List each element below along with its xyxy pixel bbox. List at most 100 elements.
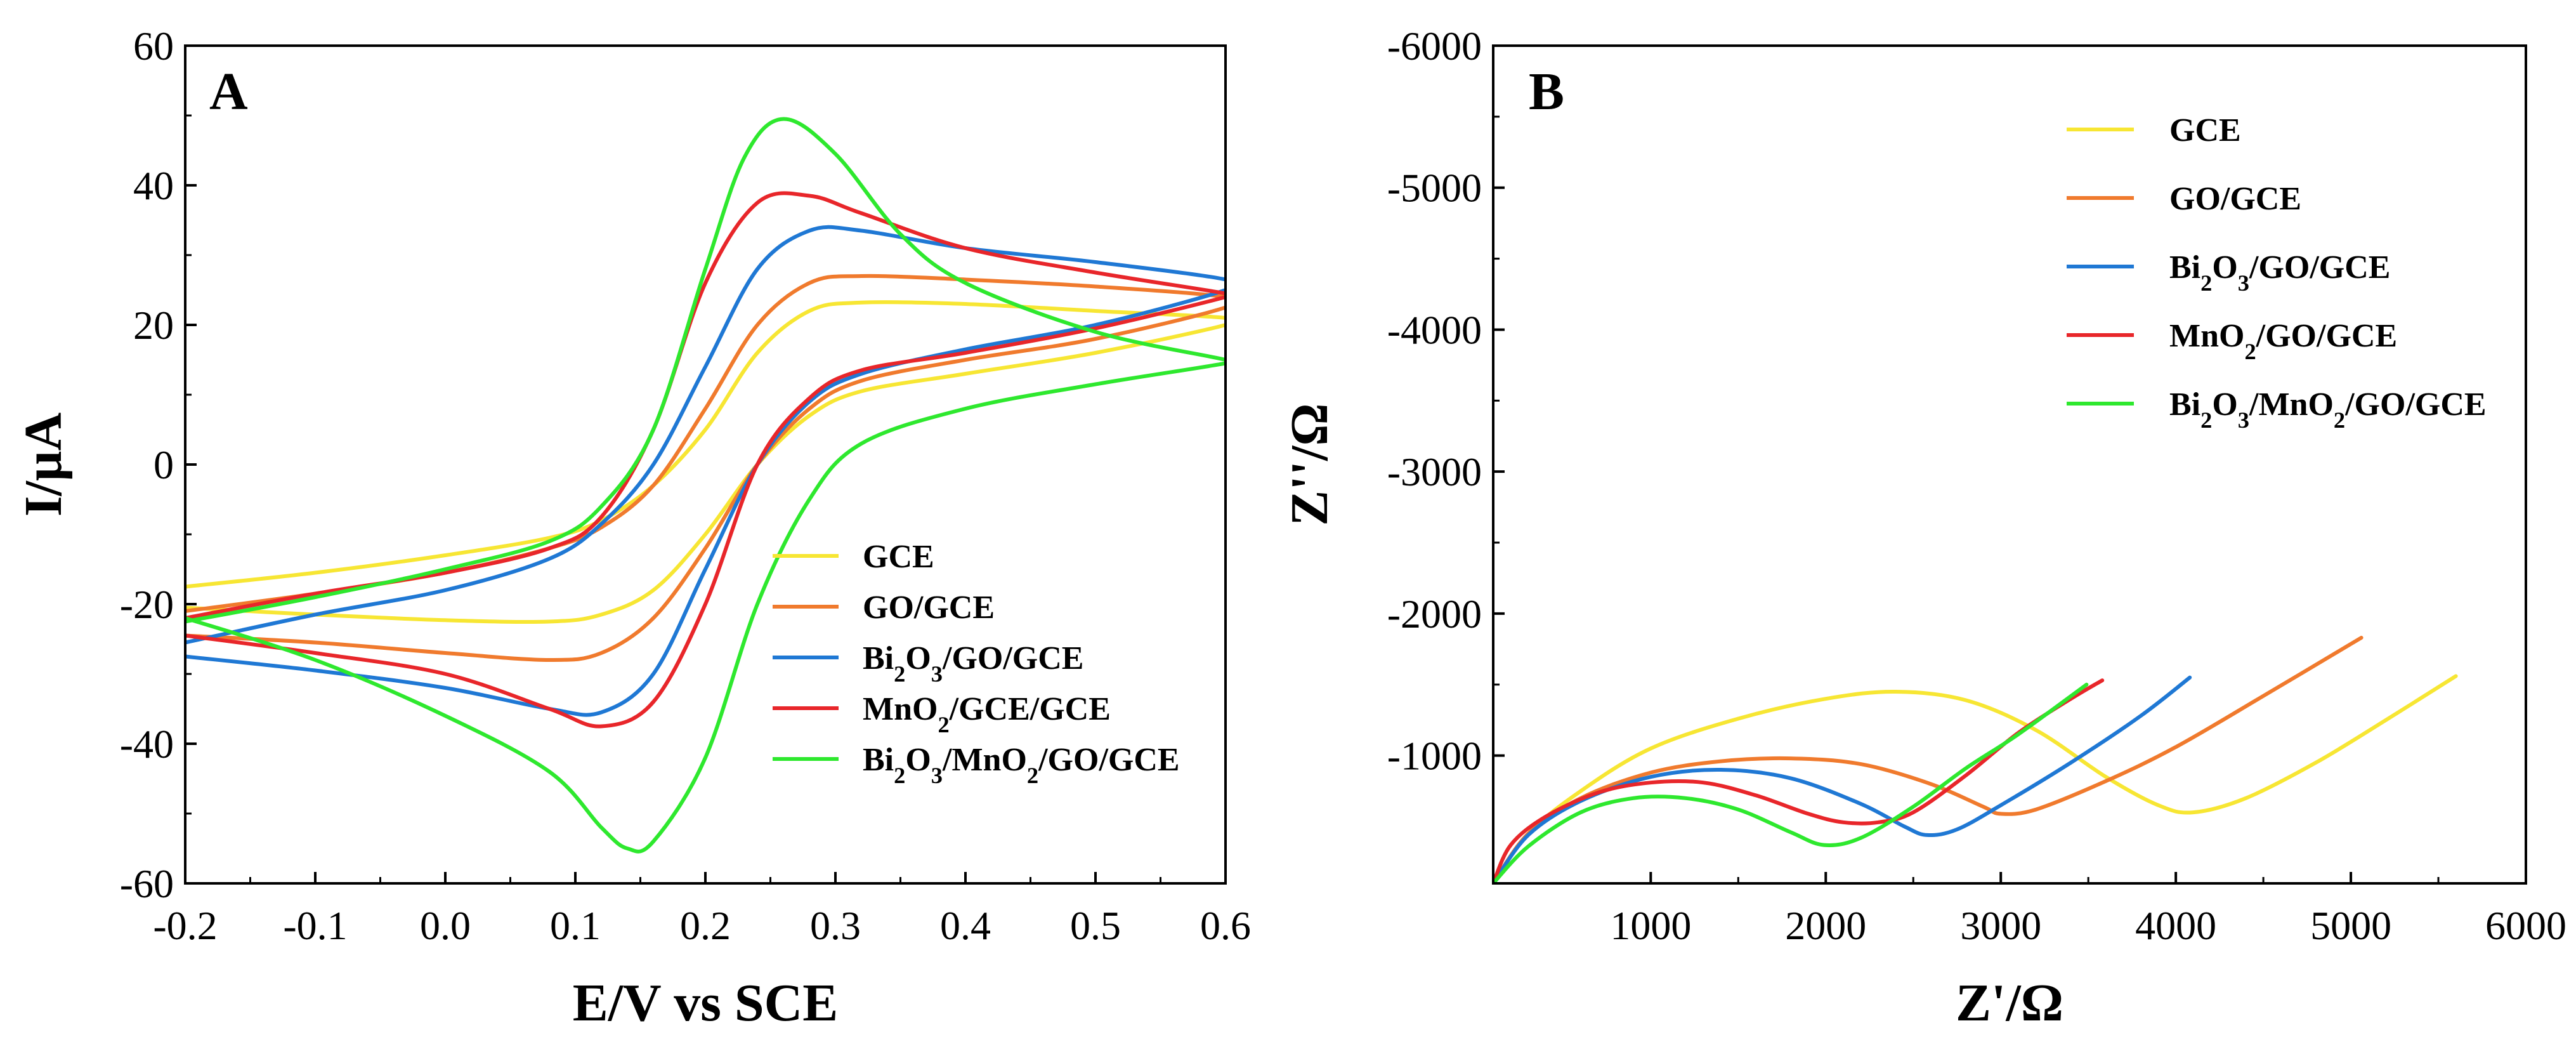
panel-a-legend-label-part-0: GCE — [863, 539, 934, 575]
panel-b-legend-label-part-0: MnO — [2169, 318, 2244, 354]
panel-a-x-tick-label: -0.2 — [153, 903, 217, 948]
panel-a-legend-label: Bi2O3/MnO2/GO/GCE — [863, 742, 1180, 788]
panel-b-x-tick-label: 1000 — [1610, 903, 1691, 948]
panel-b-legend-item-gce: GCE — [2067, 112, 2241, 148]
panel-b-y-tick-label: -5000 — [1387, 166, 1482, 211]
panel-b-y-tick-label: -2000 — [1387, 591, 1482, 636]
panel-b-series-group — [1493, 635, 2458, 883]
panel-a-legend-item-bi2o3-mno2-go-gce: Bi2O3/MnO2/GO/GCE — [773, 742, 1180, 788]
panel-b: 1000 2000 3000 4000 5000 6000 -1000 -2000 -3000 -… — [1280, 23, 2566, 1032]
panel-a-series-go-gce — [185, 274, 1226, 662]
panel-b-legend-label-part-0: GO/GCE — [2169, 181, 2301, 217]
panel-b-plot-frame — [1492, 44, 2527, 885]
panel-b-legend-label: Bi2O3/GO/GCE — [2169, 249, 2390, 296]
panel-a-legend-label: MnO2/GCE/GCE — [863, 691, 1111, 737]
panel-a-x-tick-label: 0.4 — [940, 903, 991, 948]
panel-a-legend-label-part-2: /GCE/GCE — [949, 691, 1111, 727]
panel-a-series-gce — [185, 300, 1226, 624]
panel-a-legend-label-part-0: Bi — [863, 742, 894, 778]
panel-a-legend-label-part-0: MnO — [863, 691, 938, 727]
panel-a-series-group — [185, 117, 1226, 854]
panel-a-legend-label: GO/GCE — [863, 590, 995, 626]
panel-b-legend-label-part-1: 2 — [2200, 270, 2212, 296]
panel-b-legend-item-bi2o3-go-gce: Bi2O3/GO/GCE — [2067, 249, 2390, 296]
panel-a-x-tick-label: 0.6 — [1200, 903, 1251, 948]
panel-a-x-tick-label: 0.5 — [1070, 903, 1121, 948]
panel-b-x-tick-label: 5000 — [2310, 903, 2391, 948]
panel-b-legend-label-part-4: /GO/GCE — [2249, 249, 2390, 286]
panel-b-y-tick-label: -6000 — [1387, 23, 1482, 69]
panel-a-legend-label-part-3: 3 — [931, 763, 943, 788]
panel-a-legend-item-mno2-gce-gce: MnO2/GCE/GCE — [773, 691, 1111, 737]
panel-b-legend-label-part-3: 3 — [2238, 270, 2249, 296]
panel-b-x-tick-label: 3000 — [1960, 903, 2041, 948]
panel-b-legend-label-part-0: Bi — [2169, 249, 2200, 286]
panel-b-legend-label-part-2: /GO/GCE — [2256, 318, 2397, 354]
panel-b-x-axis-title: Z'/Ω — [1956, 973, 2063, 1032]
panel-b-legend-label: GO/GCE — [2169, 181, 2301, 217]
panel-a-y-tick-label: 60 — [133, 23, 174, 69]
panel-a-legend-label-part-3: 3 — [931, 661, 943, 687]
panel-b-legend-label-part-5: 2 — [2334, 407, 2345, 433]
panel-b-y-tick-label: -1000 — [1387, 734, 1482, 779]
panel-b-x-tick-label: 4000 — [2135, 903, 2216, 948]
panel-b-series-go-gce — [1493, 635, 2364, 883]
panel-b-legend: GCEGO/GCEBi2O3/GO/GCEMnO2/GO/GCEBi2O3/Mn… — [2067, 112, 2487, 433]
panel-b-legend-label-part-0: Bi — [2169, 386, 2200, 423]
panel-a-legend-label: Bi2O3/GO/GCE — [863, 640, 1083, 687]
panel-a-legend-label-part-1: 2 — [938, 712, 949, 737]
panel-a-legend-label-part-2: O — [905, 640, 931, 676]
panel-a-y-tick-label: -40 — [120, 722, 174, 767]
panel-b-series-bi2o3-mno2-go-gce — [1493, 682, 2089, 883]
panel-b-y-tick-label: -4000 — [1387, 307, 1482, 352]
panel-b-legend-label-part-3: 3 — [2238, 407, 2249, 433]
panel-a-series-mno2-gce-gce — [185, 191, 1226, 729]
panel-b-legend-label: Bi2O3/MnO2/GO/GCE — [2169, 386, 2487, 433]
panel-b-letter: B — [1529, 62, 1564, 121]
panel-a: -0.2 -0.1 0.0 0.1 0.2 0.3 0.4 0.5 0.6 -60 -40 -20 0 2… — [14, 23, 1251, 1032]
panel-b-legend-label-part-6: /GO/GCE — [2344, 386, 2486, 423]
panel-b-legend-label: MnO2/GO/GCE — [2169, 318, 2397, 364]
panel-a-y-tick-label: 0 — [154, 442, 174, 487]
panel-a-legend-label: GCE — [863, 539, 934, 575]
panel-b-y-tick-label: -3000 — [1387, 449, 1482, 494]
panel-a-legend-label-part-0: GO/GCE — [863, 590, 995, 626]
panel-b-legend-label-part-4: /MnO — [2249, 386, 2334, 423]
panel-a-series-bi2o3-mno2-go-gce — [185, 117, 1226, 854]
panel-a-legend-label-part-1: 2 — [894, 763, 905, 788]
panel-b-legend-label: GCE — [2169, 112, 2241, 148]
panel-a-legend-label-part-5: 2 — [1027, 763, 1038, 788]
panel-b-legend-label-part-0: GCE — [2169, 112, 2241, 148]
panel-a-y-tick-label: 20 — [133, 303, 174, 348]
panel-b-legend-item-mno2-go-gce: MnO2/GO/GCE — [2067, 318, 2397, 364]
panel-a-y-tick-label: 40 — [133, 163, 174, 208]
panel-b-x-tick-label: 2000 — [1785, 903, 1866, 948]
panel-b-series-gce — [1493, 674, 2458, 883]
panel-a-y-tick-label: -60 — [120, 861, 174, 906]
panel-a-x-axis-title: E/V vs SCE — [573, 973, 839, 1032]
panel-b-legend-label-part-2: O — [2212, 249, 2237, 286]
panel-a-x-tick-label: 0.1 — [550, 903, 601, 948]
panel-a-legend-label-part-0: Bi — [863, 640, 894, 676]
panel-b-x-tick-label: 6000 — [2485, 903, 2566, 948]
panel-a-legend-item-go-gce: GO/GCE — [773, 590, 995, 626]
panel-a-legend-label-part-4: /MnO — [942, 742, 1027, 778]
panel-a-x-tick-label: 0.0 — [420, 903, 471, 948]
panel-a-legend-label-part-4: /GO/GCE — [942, 640, 1083, 676]
panel-a-legend-label-part-2: O — [905, 742, 931, 778]
panel-b-legend-item-go-gce: GO/GCE — [2067, 181, 2301, 217]
panel-a-letter: A — [209, 62, 248, 121]
panel-b-legend-label-part-1: 2 — [2244, 339, 2256, 364]
panel-a-x-tick-label: 0.2 — [680, 903, 731, 948]
panel-b-legend-item-bi2o3-mno2-go-gce: Bi2O3/MnO2/GO/GCE — [2067, 386, 2487, 433]
panel-a-legend-label-part-6: /GO/GCE — [1038, 742, 1179, 778]
panel-a-y-axis-title: I/μA — [14, 412, 73, 517]
panel-b-legend-label-part-2: O — [2212, 386, 2237, 423]
panel-b-y-axis-title: Z''/Ω — [1280, 403, 1339, 525]
panel-a-x-tick-label: 0.3 — [810, 903, 861, 948]
panel-a-series-bi2o3-go-gce — [185, 225, 1226, 717]
panel-a-legend-item-bi2o3-go-gce: Bi2O3/GO/GCE — [773, 640, 1083, 687]
panel-a-legend-item-gce: GCE — [773, 539, 934, 575]
